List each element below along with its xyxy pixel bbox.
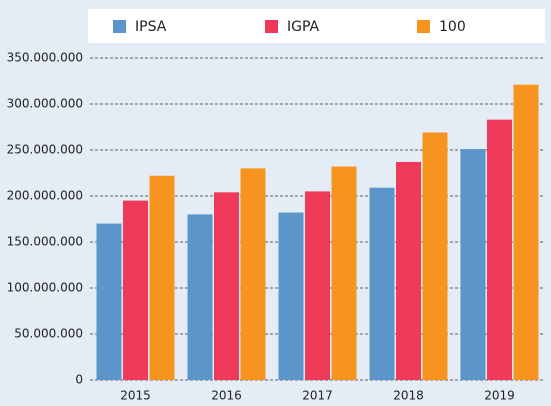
legend: IPSA IGPA 100 xyxy=(113,19,466,35)
bar xyxy=(149,175,175,380)
bar xyxy=(487,119,512,380)
x-tick-label: 2015 xyxy=(120,389,151,403)
y-tick-label: 100.000.000 xyxy=(7,281,83,295)
legend-label: IGPA xyxy=(287,19,320,35)
bar xyxy=(331,166,357,380)
x-tick-label: 2016 xyxy=(211,389,242,403)
y-tick-label: 150.000.000 xyxy=(7,235,83,249)
y-tick-label: 0 xyxy=(75,373,83,387)
bar xyxy=(305,191,330,380)
x-tick-label: 2018 xyxy=(393,389,424,403)
bar xyxy=(123,200,148,380)
bar xyxy=(460,149,486,380)
legend-swatch xyxy=(265,20,278,33)
bar xyxy=(513,84,539,381)
bar xyxy=(240,168,266,380)
y-tick-label: 50.000.000 xyxy=(14,327,83,341)
y-tick-label: 350.000.000 xyxy=(7,51,83,65)
bar xyxy=(214,192,239,380)
bar xyxy=(278,212,304,380)
x-tick-label: 2019 xyxy=(484,389,515,403)
y-tick-label: 250.000.000 xyxy=(7,143,83,157)
bar xyxy=(396,161,421,380)
x-tick-label: 2017 xyxy=(302,389,333,403)
bar xyxy=(422,132,448,380)
y-tick-label: 300.000.000 xyxy=(7,97,83,111)
bar xyxy=(96,223,122,380)
legend-swatch xyxy=(417,20,430,33)
legend-label: 100 xyxy=(439,19,466,35)
legend-swatch xyxy=(113,20,126,33)
y-tick-label: 200.000.000 xyxy=(7,189,83,203)
legend-box xyxy=(88,9,545,43)
bar xyxy=(369,187,395,380)
legend-label: IPSA xyxy=(135,19,167,35)
bar xyxy=(187,214,213,380)
